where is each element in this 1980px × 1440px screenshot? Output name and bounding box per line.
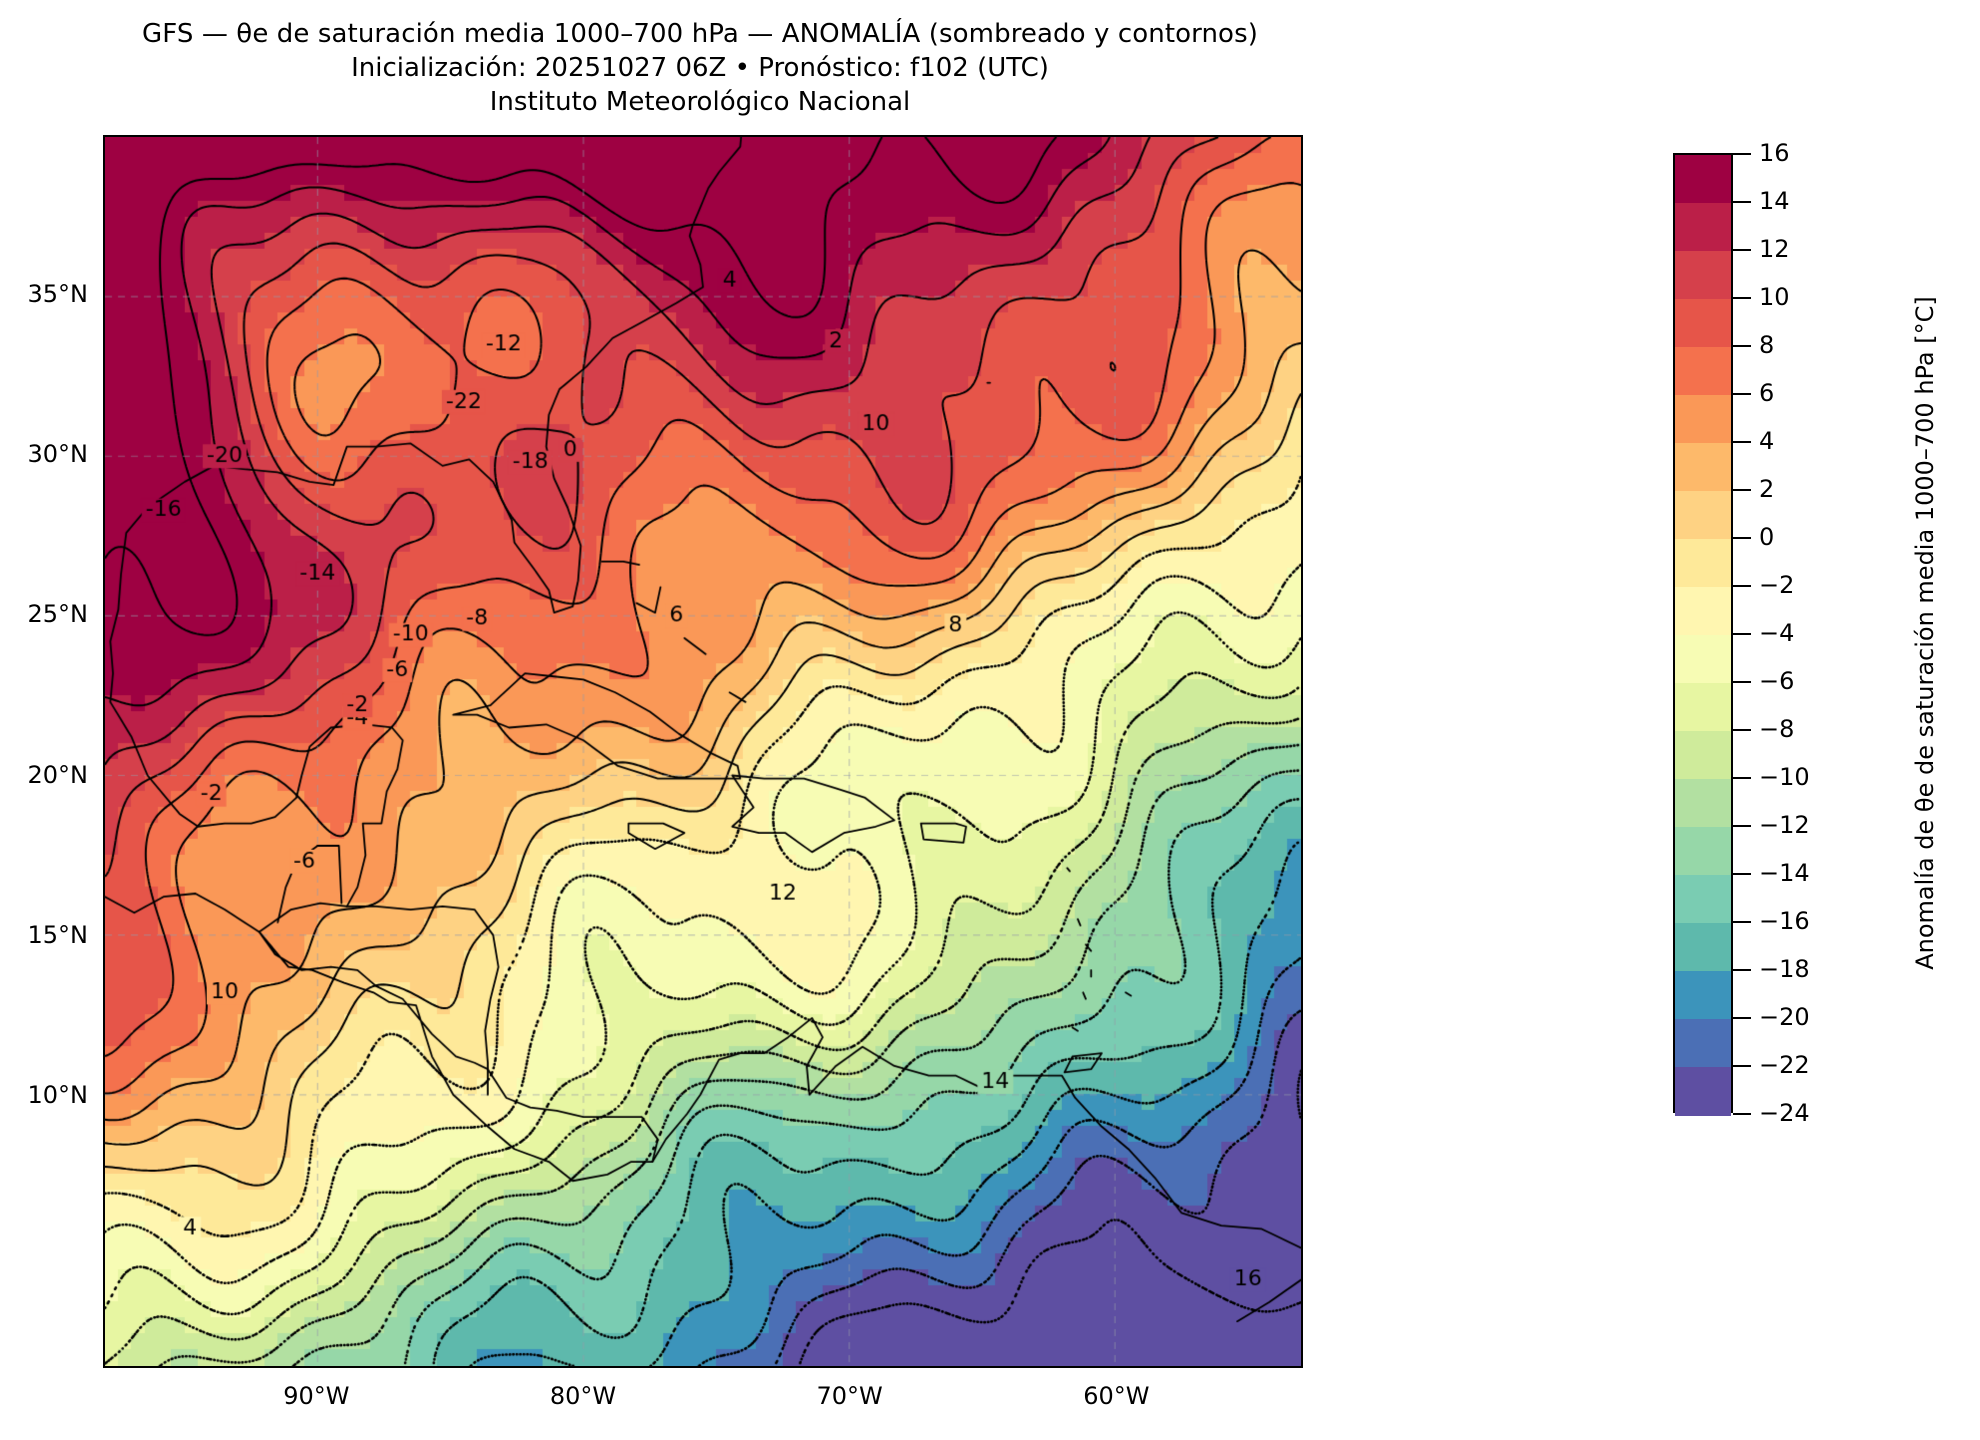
chart-title: GFS — θe de saturación media 1000–700 hP… (142, 19, 1258, 49)
y-tick-35°N: 35°N (27, 280, 89, 309)
colorbar-tickmark--8 (1733, 729, 1751, 731)
colorbar-title: Anomalía de θe de saturación media 1000–… (1905, 153, 1945, 1113)
colorbar-swatch-12 (1675, 731, 1731, 780)
colorbar-tickmark-4 (1733, 441, 1751, 443)
colorbar-tickmark--22 (1733, 1065, 1751, 1067)
colorbar-ticklabel--8: −8 (1759, 715, 1795, 743)
colorbar-ticklabel--12: −12 (1759, 811, 1810, 839)
colorbar-swatch-10 (1675, 635, 1731, 684)
colorbar-ticklabel-6: 6 (1759, 379, 1775, 407)
colorbar-tickmark--2 (1733, 585, 1751, 587)
colorbar-ticklabel--20: −20 (1759, 1003, 1810, 1031)
y-tick-20°N: 20°N (27, 760, 89, 789)
colorbar-ticklabel--6: −6 (1759, 667, 1795, 695)
anomaly-heatmap-canvas (105, 137, 1301, 1366)
chart-title-block: GFS — θe de saturación media 1000–700 hP… (0, 18, 1400, 119)
colorbar-swatch-5 (1675, 395, 1731, 444)
colorbar-tickmark-14 (1733, 201, 1751, 203)
colorbar-swatch-18 (1675, 1019, 1731, 1068)
y-tick-15°N: 15°N (27, 920, 89, 949)
colorbar-ticklabel-8: 8 (1759, 331, 1775, 359)
colorbar-swatch-7 (1675, 491, 1731, 540)
y-tick-30°N: 30°N (27, 440, 89, 469)
colorbar-ticklabel-2: 2 (1759, 475, 1775, 503)
colorbar-ticklabel--16: −16 (1759, 907, 1810, 935)
colorbar-swatch-9 (1675, 587, 1731, 636)
colorbar-tickmark-10 (1733, 297, 1751, 299)
colorbar-ticklabel-10: 10 (1759, 283, 1790, 311)
colorbar-title-text: Anomalía de θe de saturación media 1000–… (1911, 296, 1939, 970)
colorbar-tickmark-0 (1733, 537, 1751, 539)
y-tick-10°N: 10°N (27, 1080, 89, 1109)
chart-attribution: Instituto Meteorológico Nacional (489, 86, 911, 117)
colorbar-ticklabel--24: −24 (1759, 1099, 1810, 1127)
colorbar-swatch-14 (1675, 827, 1731, 876)
colorbar-swatch-4 (1675, 347, 1731, 396)
colorbar-tickmark--10 (1733, 777, 1751, 779)
colorbar-tickmark-6 (1733, 393, 1751, 395)
colorbar-swatch-16 (1675, 923, 1731, 972)
x-tick-60°W: 60°W (1083, 1382, 1150, 1410)
colorbar-ticklabel-4: 4 (1759, 427, 1775, 455)
colorbar-ticklabel-12: 12 (1759, 235, 1790, 263)
map-plot-area (103, 135, 1303, 1368)
colorbar-ticklabel-16: 16 (1759, 139, 1790, 167)
colorbar-tickmark-12 (1733, 249, 1751, 251)
colorbar-ticklabel-14: 14 (1759, 187, 1790, 215)
colorbar-ticklabel--22: −22 (1759, 1051, 1810, 1079)
colorbar-tickmark-2 (1733, 489, 1751, 491)
colorbar: 16 14 12 10 8 6 4 2 0 −2 −4 −6 −8 −10 −12 −14 −16 −18 −20 −… (1673, 139, 1810, 1127)
colorbar-tickmark--18 (1733, 969, 1751, 971)
colorbar-tickmark--24 (1733, 1113, 1751, 1115)
colorbar-tickmark-16 (1733, 153, 1751, 155)
chart-subtitle: Inicialización: 20251027 06Z • Pronóstic… (351, 52, 1049, 83)
x-tick-90°W: 90°W (283, 1382, 350, 1410)
colorbar-swatch-13 (1675, 779, 1731, 828)
colorbar-swatch-15 (1675, 875, 1731, 924)
colorbar-tickmark--16 (1733, 921, 1751, 923)
colorbar-ticklabel--4: −4 (1759, 619, 1795, 647)
colorbar-tickmark-8 (1733, 345, 1751, 347)
colorbar-ticklabel--14: −14 (1759, 859, 1810, 887)
y-tick-25°N: 25°N (27, 600, 89, 629)
colorbar-tickmark--4 (1733, 633, 1751, 635)
colorbar-ticklabel--2: −2 (1759, 571, 1795, 599)
colorbar-swatch-3 (1675, 299, 1731, 348)
colorbar-ticklabel-0: 0 (1759, 523, 1775, 551)
colorbar-swatch-6 (1675, 443, 1731, 492)
colorbar-tickmark--6 (1733, 681, 1751, 683)
colorbar-ticklabel--10: −10 (1759, 763, 1810, 791)
colorbar-swatch-11 (1675, 683, 1731, 732)
colorbar-ticklabel--18: −18 (1759, 955, 1810, 983)
colorbar-swatch-1 (1675, 203, 1731, 252)
colorbar-swatch-19 (1675, 1067, 1731, 1116)
colorbar-swatch-17 (1675, 971, 1731, 1020)
x-tick-70°W: 70°W (816, 1382, 883, 1410)
x-tick-80°W: 80°W (549, 1382, 617, 1410)
colorbar-gradient (1673, 153, 1733, 1116)
colorbar-tickmark--12 (1733, 825, 1751, 827)
colorbar-swatch-2 (1675, 251, 1731, 300)
colorbar-tickmark--14 (1733, 873, 1751, 875)
colorbar-tickmark--20 (1733, 1017, 1751, 1019)
colorbar-swatch-0 (1675, 155, 1731, 204)
colorbar-swatch-8 (1675, 539, 1731, 588)
